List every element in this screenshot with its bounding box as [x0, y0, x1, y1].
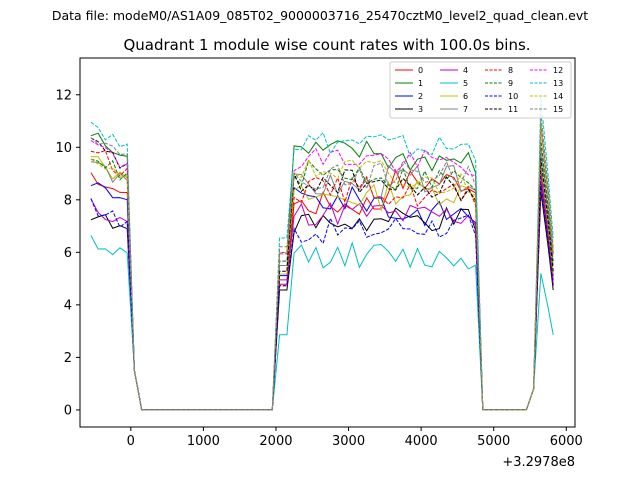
series-line-1 — [90, 123, 554, 411]
series-line-12 — [90, 126, 554, 411]
legend-box — [389, 61, 572, 119]
legend-label: 15 — [553, 105, 563, 114]
y-tick-label: 2 — [64, 351, 72, 366]
legend-label: 7 — [463, 105, 468, 114]
legend-label: 5 — [463, 79, 468, 88]
legend-label: 12 — [553, 66, 563, 75]
legend-label: 10 — [508, 92, 518, 101]
x-tick-label: 3000 — [332, 434, 365, 449]
legend-label: 2 — [418, 92, 423, 101]
chart-title: Quadrant 1 module wise count rates with … — [123, 36, 530, 54]
series-line-5 — [90, 235, 554, 411]
series-line-13 — [90, 97, 554, 411]
legend-label: 0 — [418, 66, 423, 75]
y-axis: 0 2 4 6 8 10 12 — [55, 88, 80, 418]
series-line-6 — [90, 156, 554, 411]
legend-label: 4 — [463, 66, 468, 75]
y-tick-label: 0 — [64, 403, 72, 418]
legend-label: 11 — [508, 105, 518, 114]
y-tick-label: 10 — [55, 141, 72, 156]
x-tick-label: 5000 — [477, 434, 510, 449]
plot-lines — [90, 97, 554, 411]
legend-label: 9 — [508, 79, 513, 88]
legend-label: 8 — [508, 66, 513, 75]
legend-label: 13 — [553, 79, 563, 88]
y-tick-label: 4 — [64, 298, 72, 313]
series-line-15 — [90, 113, 554, 411]
y-tick-label: 12 — [55, 88, 72, 103]
series-line-2 — [90, 165, 554, 411]
series-line-3 — [90, 191, 554, 411]
x-axis: 0 1000 2000 3000 4000 5000 6000 — [127, 427, 583, 449]
legend-label: 3 — [418, 105, 423, 114]
series-line-7 — [90, 147, 554, 411]
suptitle: Data file: modeM0/AS1A09_085T02_90000037… — [52, 8, 588, 23]
x-tick-label: 4000 — [405, 434, 438, 449]
series-line-11 — [90, 137, 554, 411]
x-offset-label: +3.2978e8 — [502, 455, 575, 470]
y-tick-label: 6 — [64, 246, 72, 261]
legend-label: 1 — [418, 79, 423, 88]
plot-frame — [79, 57, 576, 428]
x-tick-label: 6000 — [550, 434, 583, 449]
legend-label: 14 — [553, 92, 563, 101]
x-tick-label: 2000 — [259, 434, 292, 449]
y-tick-label: 8 — [64, 193, 72, 208]
series-line-4 — [90, 173, 554, 411]
legend-label: 6 — [463, 92, 468, 101]
x-tick-label: 1000 — [187, 434, 220, 449]
x-tick-label: 0 — [127, 434, 135, 449]
series-line-8 — [90, 149, 554, 411]
series-line-14 — [90, 123, 554, 411]
